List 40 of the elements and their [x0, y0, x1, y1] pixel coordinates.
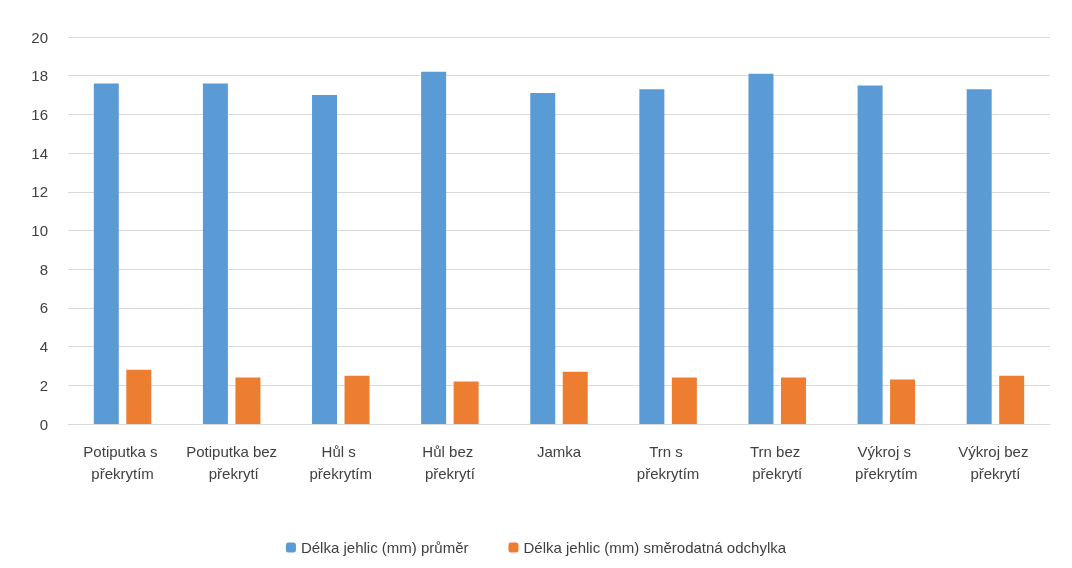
bar [421, 71, 447, 424]
y-tick-label: 20 [31, 28, 48, 46]
y-tick-label: 8 [39, 260, 48, 278]
y-tick-label: 12 [31, 183, 48, 201]
y-tick-label: 14 [31, 144, 48, 162]
x-tick-label: Výkroj s překrytím [855, 442, 918, 482]
bar [530, 93, 556, 424]
y-tick-label: 16 [31, 105, 48, 123]
bar [966, 89, 992, 424]
bar [748, 73, 774, 424]
bar [312, 95, 338, 424]
bar [453, 381, 479, 424]
bar [93, 83, 119, 424]
x-tick-label: Výkroj bez překrytí [958, 442, 1033, 482]
x-tick-label: Potiputka bez překrytí [186, 442, 278, 482]
x-tick-label: Trn s překrytím [636, 442, 700, 482]
y-tick-label: 6 [39, 299, 48, 317]
x-tick-label: Hůl s překrytím [309, 442, 373, 482]
x-tick-label: Trn bez překrytí [749, 442, 805, 482]
bar [202, 83, 228, 424]
y-tick-label: 10 [31, 222, 48, 239]
bar [562, 371, 588, 424]
bar [780, 377, 806, 424]
bar [890, 379, 916, 424]
y-tick-label: 4 [39, 338, 48, 356]
bar [235, 377, 261, 424]
y-tick-label: 0 [39, 415, 48, 433]
bar [857, 85, 883, 424]
x-tick-label: Potiputka s překrytím [83, 442, 162, 482]
y-tick-label: 18 [31, 67, 48, 85]
bar [671, 377, 697, 424]
bar [999, 375, 1025, 424]
bar [639, 89, 665, 424]
bar [126, 369, 152, 424]
bar [344, 375, 370, 424]
legend-label: Délka jehlic (mm) směrodatná odchylka [523, 539, 787, 556]
x-tick-label: Hůl bez překrytí [422, 442, 478, 482]
legend-label: Délka jehlic (mm) průměr [300, 539, 469, 556]
y-tick-label: 2 [39, 376, 48, 394]
x-tick-label: Jamka [536, 442, 582, 460]
